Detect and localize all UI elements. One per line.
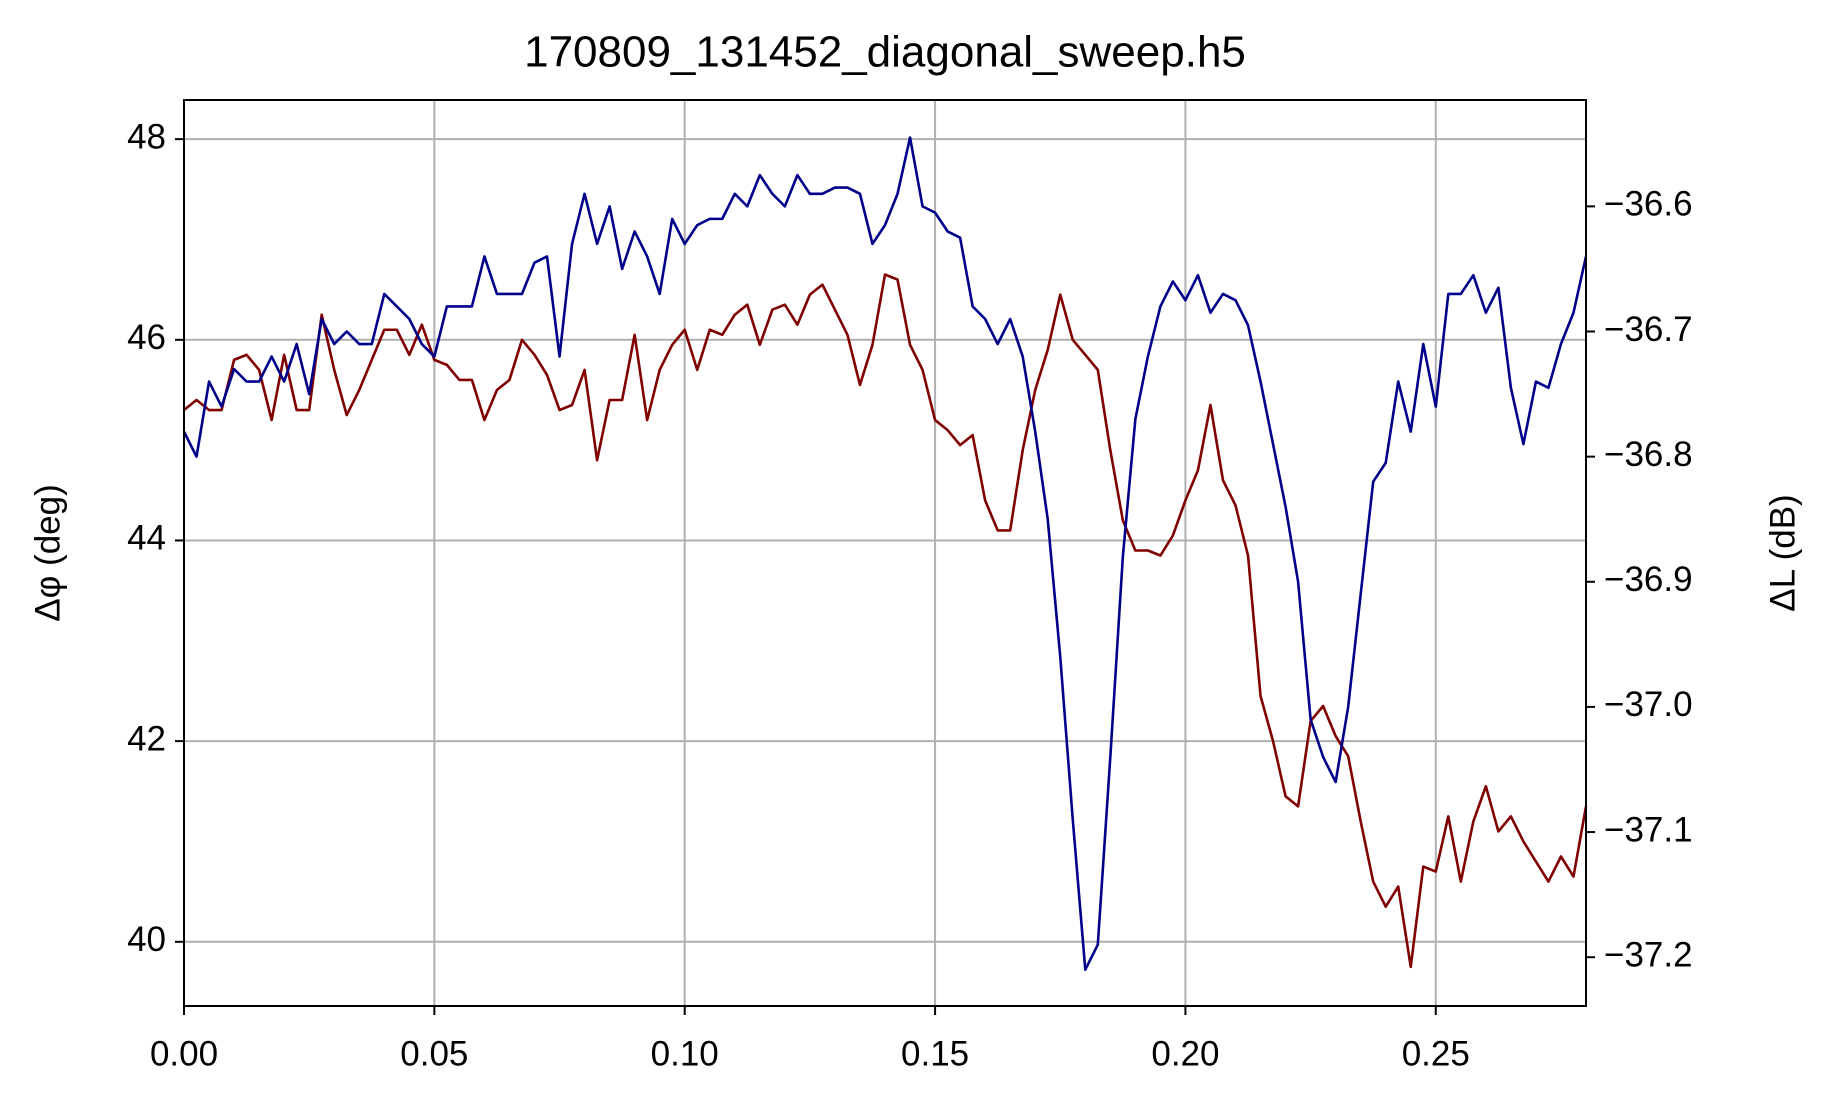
y2-tick-label: −37.1 xyxy=(1604,810,1693,849)
plot-frame xyxy=(183,99,1587,1007)
series-line xyxy=(182,136,1588,972)
y2-tick-label: −37.2 xyxy=(1604,935,1693,974)
y-tick-label: 40 xyxy=(127,920,166,959)
x-tick-label: 0.05 xyxy=(400,1034,468,1073)
x-tick-label: 0.20 xyxy=(1151,1034,1219,1073)
x-tick-label: 0.25 xyxy=(1402,1034,1470,1073)
y2-tick-label: −37.0 xyxy=(1604,685,1693,724)
y2-axis-label: ΔL (dB) xyxy=(1763,494,1802,611)
y-tick-label: 44 xyxy=(127,519,166,558)
y2-tick-label: −36.9 xyxy=(1604,560,1693,599)
x-tick-label: 0.10 xyxy=(651,1034,719,1073)
y-tick-label: 46 xyxy=(127,318,166,357)
y2-tick-label: −36.6 xyxy=(1604,185,1693,224)
y-tick-label: 48 xyxy=(127,117,166,156)
x-tick-label: 0.15 xyxy=(901,1034,969,1073)
series-line xyxy=(183,273,1588,969)
x-tick-label: 0.00 xyxy=(150,1034,218,1073)
chart-title: 170809_131452_diagonal_sweep.h5 xyxy=(524,28,1246,77)
y2-tick-label: −36.8 xyxy=(1604,435,1693,474)
y-tick-label: 42 xyxy=(127,719,166,758)
y-axis-label: Δφ (deg) xyxy=(28,484,67,622)
y2-tick-label: −36.7 xyxy=(1604,310,1693,349)
